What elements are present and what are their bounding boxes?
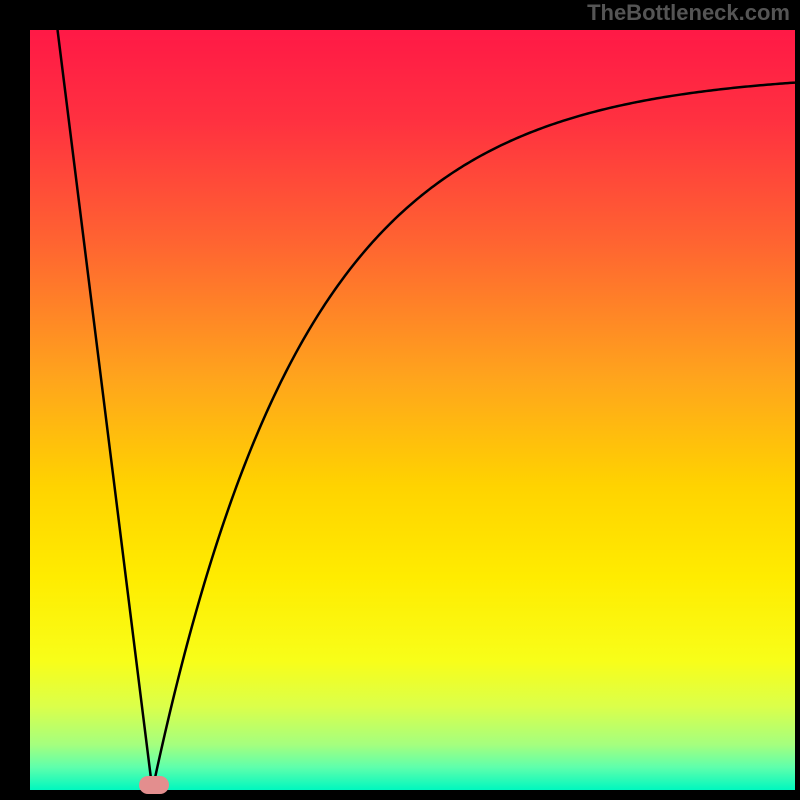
watermark-label: TheBottleneck.com [587,0,790,26]
optimum-marker [139,776,169,794]
plot-area [30,30,795,790]
bottleneck-curve [58,30,795,790]
chart-container: TheBottleneck.com [0,0,800,800]
bottleneck-curve-chart [30,30,795,790]
